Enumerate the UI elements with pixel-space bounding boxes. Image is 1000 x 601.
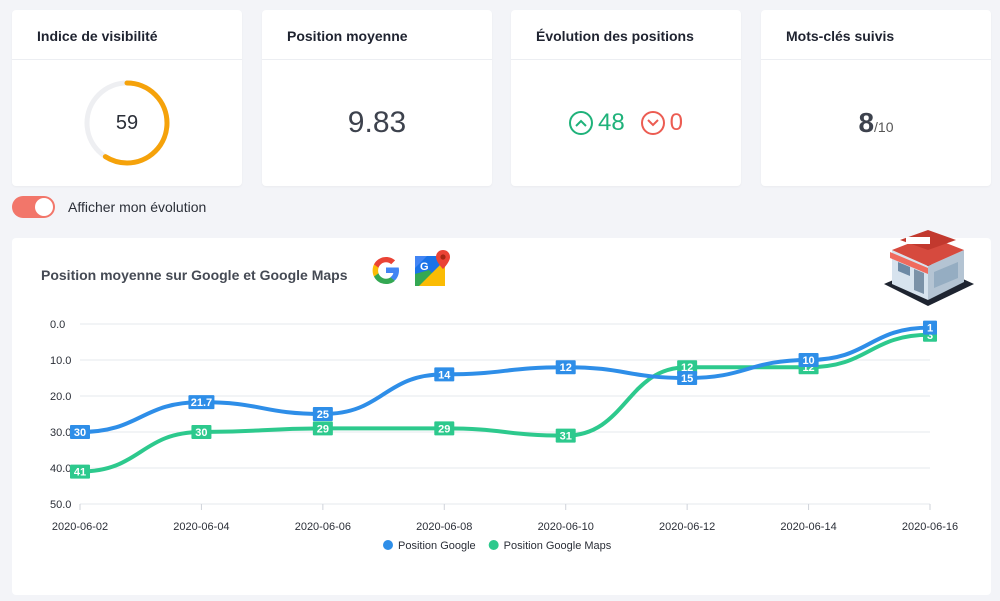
x-tick-label: 2020-06-02 xyxy=(52,521,108,533)
x-tick-label: 2020-06-06 xyxy=(295,521,351,533)
evolution-up-value: 48 xyxy=(597,109,625,136)
y-tick-label: 50.0 xyxy=(50,499,71,511)
keywords-title: Mots-clés suivis xyxy=(761,10,991,60)
data-label-box xyxy=(312,407,333,421)
evolution-down-value: 0 xyxy=(669,109,684,136)
evolution-card: Évolution des positions 48 0 xyxy=(511,10,741,186)
position-chart: 0.0 10.0 20.0 30.0 40.0 50.0 2020-06-02 2020-06… xyxy=(50,319,958,552)
series-line-google xyxy=(78,325,932,434)
data-label: 14 xyxy=(438,369,451,381)
data-label: 29 xyxy=(438,423,450,435)
x-tick-label: 2020-06-10 xyxy=(538,521,594,533)
visibility-gauge: 59 xyxy=(82,78,172,168)
data-label: 21.7 xyxy=(191,397,212,409)
x-tick-label: 2020-06-16 xyxy=(902,521,958,533)
visibility-title: Indice de visibilité xyxy=(12,10,242,60)
x-tick-label: 2020-06-12 xyxy=(659,521,715,533)
y-tick-label: 20.0 xyxy=(50,391,71,403)
avg-position-card: Position moyenne 9.83 xyxy=(262,10,492,186)
keywords-total: /10 xyxy=(874,119,894,135)
y-tick-label: 40.0 xyxy=(50,463,71,475)
avg-position-title: Position moyenne xyxy=(262,10,492,60)
data-label-box xyxy=(434,367,455,382)
chevron-down-icon xyxy=(640,111,665,135)
data-label-box xyxy=(434,421,455,436)
visibility-card: Indice de visibilité 59 xyxy=(12,10,242,186)
svg-text:G: G xyxy=(420,261,429,273)
data-label: 29 xyxy=(317,423,329,435)
evolution-toggle-label: Afficher mon évolution xyxy=(68,199,207,215)
data-label: 1 xyxy=(927,323,933,335)
legend-label: Position Google xyxy=(398,540,476,552)
data-label: 12 xyxy=(560,362,572,374)
legend-label: Position Google Maps xyxy=(504,540,612,552)
data-label: 25 xyxy=(317,409,329,421)
data-label-box xyxy=(191,425,212,439)
y-tick-label: 10.0 xyxy=(50,355,71,367)
legend-marker xyxy=(383,540,393,550)
data-label: 41 xyxy=(74,467,86,479)
series-line-maps xyxy=(78,332,932,474)
chevron-up-icon xyxy=(568,111,593,135)
visibility-value: 59 xyxy=(115,112,139,134)
x-tick-label: 2020-06-04 xyxy=(173,521,229,533)
data-label-box xyxy=(555,360,576,375)
data-label-box xyxy=(555,428,576,443)
data-label: 10 xyxy=(802,355,814,367)
chart-card: 0.0 10.0 20.0 30.0 40.0 50.0 2020-06-02 2020-06… xyxy=(12,230,991,595)
keywords-value: 8 xyxy=(858,107,875,138)
store-icon xyxy=(884,230,974,306)
y-tick-label: 0.0 xyxy=(50,319,65,331)
evolution-title: Évolution des positions xyxy=(511,10,741,60)
data-label: 30 xyxy=(195,427,207,439)
data-label: 31 xyxy=(560,431,572,443)
data-label-box xyxy=(677,371,698,385)
x-tick-label: 2020-06-14 xyxy=(780,521,836,533)
chart-title: Position moyenne sur Google et Google Ma… xyxy=(41,267,348,283)
google-logo-icon xyxy=(372,257,399,284)
x-tick-label: 2020-06-08 xyxy=(416,521,472,533)
data-label-box xyxy=(923,320,937,335)
avg-position-value: 9.83 xyxy=(347,106,407,139)
keywords-card: Mots-clés suivis 8/10 xyxy=(761,10,991,186)
y-tick-label: 30.0 xyxy=(50,427,71,439)
data-label-box xyxy=(70,425,90,439)
data-label: 30 xyxy=(74,427,86,439)
google-maps-logo-icon: G xyxy=(415,250,450,286)
data-label-box xyxy=(677,360,698,375)
data-label-box xyxy=(798,353,819,367)
legend-marker xyxy=(488,540,499,550)
evolution-toggle[interactable] xyxy=(12,196,55,218)
data-label: 15 xyxy=(681,373,693,385)
data-label-box xyxy=(70,464,90,479)
data-label-box xyxy=(188,395,215,410)
data-label-box xyxy=(312,421,333,436)
data-label: 3 xyxy=(927,330,933,342)
